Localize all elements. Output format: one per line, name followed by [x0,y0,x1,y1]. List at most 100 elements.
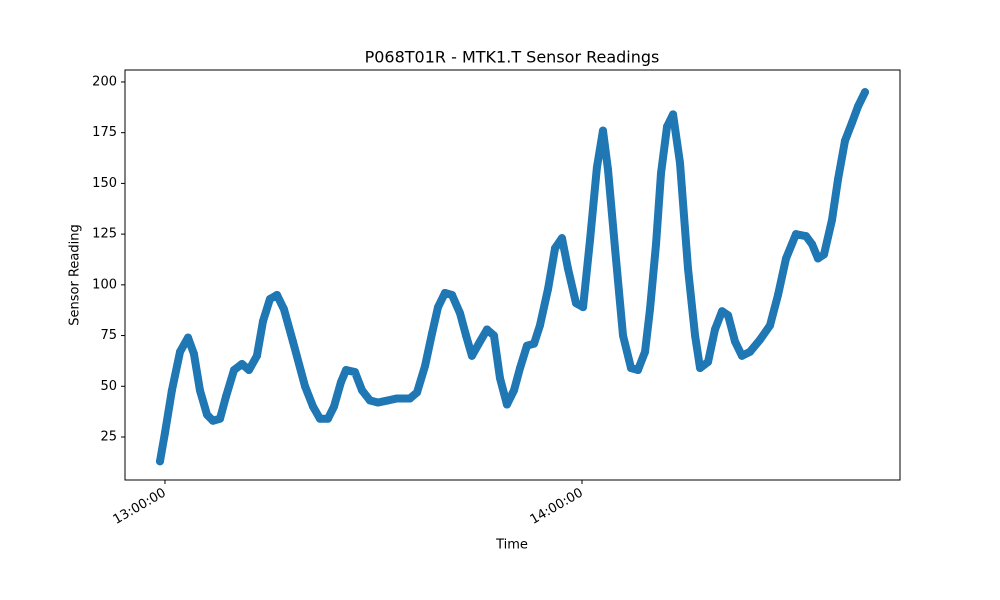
data-point [603,165,612,174]
data-point [456,309,465,318]
data-point [393,394,402,403]
y-tick-label: 150 [92,176,117,191]
y-tick-label: 25 [100,429,117,444]
data-point [440,288,449,297]
x-axis-label: Time [495,538,528,553]
data-point [510,386,519,395]
data-line [155,88,870,466]
data-point [627,364,636,373]
data-point [462,331,471,340]
data-point [676,159,685,168]
data-point [176,347,185,356]
data-point [342,366,351,375]
data-point [522,341,531,350]
data-point [315,414,324,423]
data-point [189,349,198,358]
data-point [238,359,247,368]
chart-title: P068T01R - MTK1.T Sensor Readings [365,48,660,67]
data-point [646,305,655,314]
data-point [215,414,224,423]
data-point [535,321,544,330]
data-point [598,126,607,135]
data-point [611,244,620,253]
data-point [848,118,857,127]
data-point [230,366,239,375]
data-point [718,307,727,316]
data-point [592,163,601,172]
data-point [579,303,588,312]
plot-frame [124,69,901,481]
data-point [854,102,863,111]
data-point [203,410,212,419]
data-point [652,240,661,249]
y-tick-label: 200 [92,74,117,89]
data-point [684,264,693,273]
data-point [301,382,310,391]
data-point [265,295,274,304]
data-point [619,331,628,340]
data-point [252,351,261,360]
data-point [544,284,553,293]
data-point [421,361,430,370]
y-tick-label: 100 [92,277,117,292]
data-point [704,357,713,366]
y-tick-label: 125 [92,227,117,242]
data-point [557,234,566,243]
data-point [195,386,204,395]
y-tick-label: 175 [92,125,117,140]
data-point [483,325,492,334]
data-point [329,402,338,411]
data-point [710,325,719,334]
data-point [691,331,700,340]
data-point [840,136,849,145]
data-point [467,351,476,360]
data-point [244,366,253,375]
data-point [745,347,754,356]
data-point [516,364,525,373]
data-point [563,264,572,273]
data-point [258,317,267,326]
data-point [288,337,297,346]
data-point [350,368,359,377]
data-point [782,254,791,263]
data-point [571,299,580,308]
data-point [861,88,870,97]
data-point [669,110,678,119]
data-point [405,394,414,403]
data-point [427,329,436,338]
data-point [160,428,169,437]
data-point [657,169,666,178]
data-point [495,374,504,383]
data-point [756,335,765,344]
y-axis-label: Sensor Reading [68,224,83,325]
data-point [633,366,642,375]
data-point [222,392,231,401]
y-tick-label: 50 [100,379,117,394]
data-point [366,396,375,405]
data-point [208,416,217,425]
data-point [663,122,672,131]
data-point [791,230,800,239]
data-point [413,388,422,397]
data-point [374,398,383,407]
data-point [774,290,783,299]
data-point [808,240,817,249]
data-point [834,175,843,184]
x-tick-label: 13:00:00 [111,486,169,528]
data-point [586,236,594,245]
data-point [358,386,367,395]
data-point [448,290,457,299]
data-point [383,396,392,405]
data-point [336,378,345,387]
data-point [272,290,281,299]
data-point [696,364,705,373]
data-point [827,215,836,224]
data-point [802,232,811,241]
data-point [279,305,288,314]
data-point [167,386,176,395]
data-point [641,347,650,356]
data-point [724,311,733,320]
data-point [489,331,498,340]
data-point [184,333,193,342]
